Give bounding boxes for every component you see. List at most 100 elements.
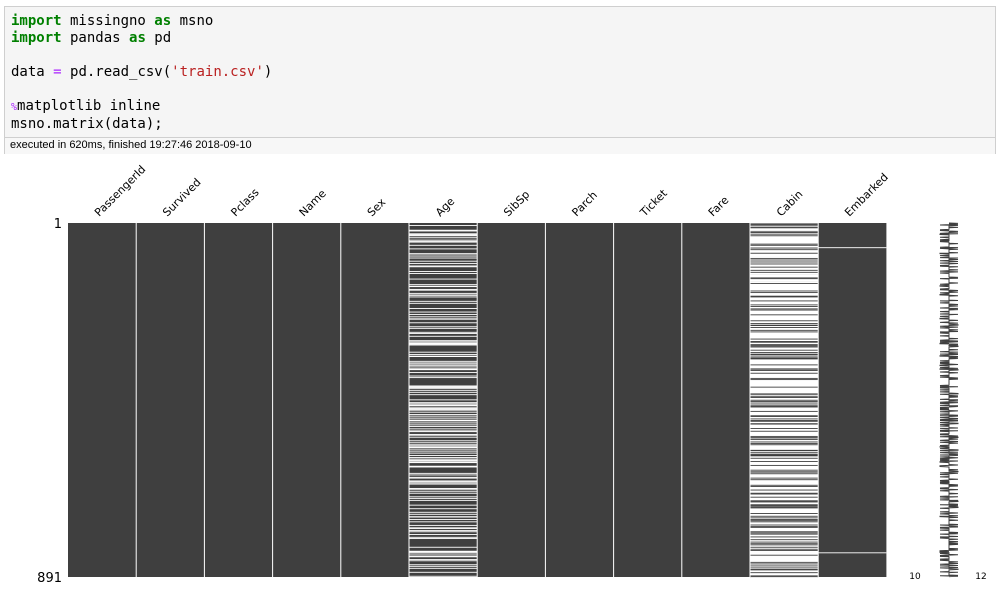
missing-value-mark — [750, 381, 819, 383]
present-value-mark — [750, 469, 819, 471]
missing-value-mark — [750, 359, 819, 361]
missing-value-mark — [750, 266, 819, 268]
missing-value-mark — [750, 383, 819, 385]
present-value-mark — [750, 344, 819, 346]
missing-value-mark — [750, 345, 819, 347]
missing-value-mark — [409, 318, 478, 320]
missing-value-mark — [750, 375, 819, 377]
code-editor[interactable]: import missingno as msno import pandas a… — [11, 13, 272, 133]
missing-value-mark — [750, 377, 819, 379]
missing-value-mark — [750, 459, 819, 461]
missing-value-mark — [750, 273, 819, 274]
column-label: Ticket — [637, 186, 670, 219]
present-value-mark — [750, 504, 819, 506]
present-value-mark — [750, 227, 819, 229]
missing-value-mark — [750, 331, 819, 332]
missing-value-mark — [750, 400, 819, 402]
missing-value-mark — [750, 478, 819, 480]
missing-value-mark — [750, 271, 819, 273]
code-token: ) — [263, 64, 273, 80]
missing-value-mark — [750, 421, 819, 423]
missing-value-mark — [750, 295, 819, 297]
missing-value-mark — [750, 384, 819, 386]
present-value-mark — [750, 439, 819, 441]
missing-value-mark — [750, 419, 819, 421]
missing-value-mark — [750, 457, 819, 458]
missing-value-mark — [409, 474, 478, 476]
missing-value-mark — [750, 290, 819, 292]
present-value-mark — [750, 232, 819, 234]
missing-value-mark — [750, 546, 819, 548]
missing-value-mark — [750, 453, 819, 455]
missing-value-mark — [750, 553, 819, 555]
present-value-mark — [750, 524, 819, 526]
missing-value-mark — [750, 279, 819, 281]
missing-value-mark — [750, 242, 819, 244]
missing-value-mark — [750, 335, 819, 337]
missing-value-mark — [409, 253, 478, 255]
missing-value-mark — [750, 398, 819, 400]
missing-value-mark — [750, 286, 819, 288]
missing-value-mark — [409, 462, 478, 464]
present-value-mark — [750, 249, 819, 251]
present-value-mark — [750, 477, 819, 479]
missing-value-mark — [750, 482, 819, 484]
missing-value-mark — [750, 428, 819, 430]
missing-value-mark — [750, 560, 819, 562]
missing-value-mark — [750, 574, 819, 576]
missing-value-mark — [750, 258, 819, 260]
missing-value-mark — [750, 386, 819, 388]
missing-value-mark — [750, 237, 819, 239]
missing-value-mark — [750, 498, 819, 500]
present-value-mark — [750, 513, 819, 514]
missing-value-mark — [750, 446, 819, 448]
missing-value-mark — [750, 278, 819, 280]
missing-value-mark — [750, 314, 819, 316]
missing-value-mark — [750, 303, 819, 305]
missing-value-mark — [750, 382, 819, 384]
missing-value-mark — [750, 403, 819, 405]
missing-value-mark — [409, 365, 478, 367]
present-value-mark — [750, 454, 819, 456]
present-value-mark — [750, 569, 819, 571]
missing-value-mark — [750, 283, 819, 285]
present-value-mark — [750, 269, 819, 271]
missing-value-mark — [750, 389, 819, 391]
missing-value-mark — [750, 565, 819, 566]
missing-value-mark — [750, 541, 819, 543]
missing-value-mark — [750, 430, 819, 431]
missing-value-mark — [750, 464, 819, 466]
present-value-mark — [750, 515, 819, 517]
missing-value-mark — [750, 504, 819, 506]
missing-value-mark — [409, 405, 478, 407]
missing-value-mark — [750, 268, 819, 270]
missing-value-mark — [750, 534, 819, 535]
missing-value-mark — [750, 242, 819, 243]
missing-value-mark — [750, 367, 819, 369]
missing-value-mark — [750, 393, 819, 395]
missing-value-mark — [818, 552, 887, 554]
missing-value-mark — [750, 388, 819, 390]
missing-value-mark — [750, 375, 819, 377]
code-cell[interactable]: import missingno as msno import pandas a… — [4, 6, 996, 154]
missing-value-mark — [750, 542, 819, 544]
missing-value-mark — [750, 556, 819, 558]
missing-value-mark — [409, 355, 478, 357]
missing-value-mark — [750, 254, 819, 256]
missing-value-mark — [750, 451, 819, 452]
missing-value-mark — [750, 241, 819, 243]
missing-value-mark — [750, 369, 819, 371]
missing-value-mark — [750, 524, 819, 526]
present-value-mark — [750, 430, 819, 432]
present-value-mark — [750, 449, 819, 451]
missing-value-mark — [409, 551, 478, 553]
missing-value-mark — [750, 486, 819, 488]
present-value-mark — [750, 357, 819, 359]
missing-value-mark — [750, 441, 819, 443]
missing-value-mark — [750, 306, 819, 307]
present-value-mark — [750, 471, 819, 473]
matrix-column-name — [272, 223, 341, 577]
missing-value-mark — [409, 407, 478, 409]
missing-value-mark — [750, 325, 819, 327]
sparkline-max-label: 12 — [975, 572, 986, 582]
